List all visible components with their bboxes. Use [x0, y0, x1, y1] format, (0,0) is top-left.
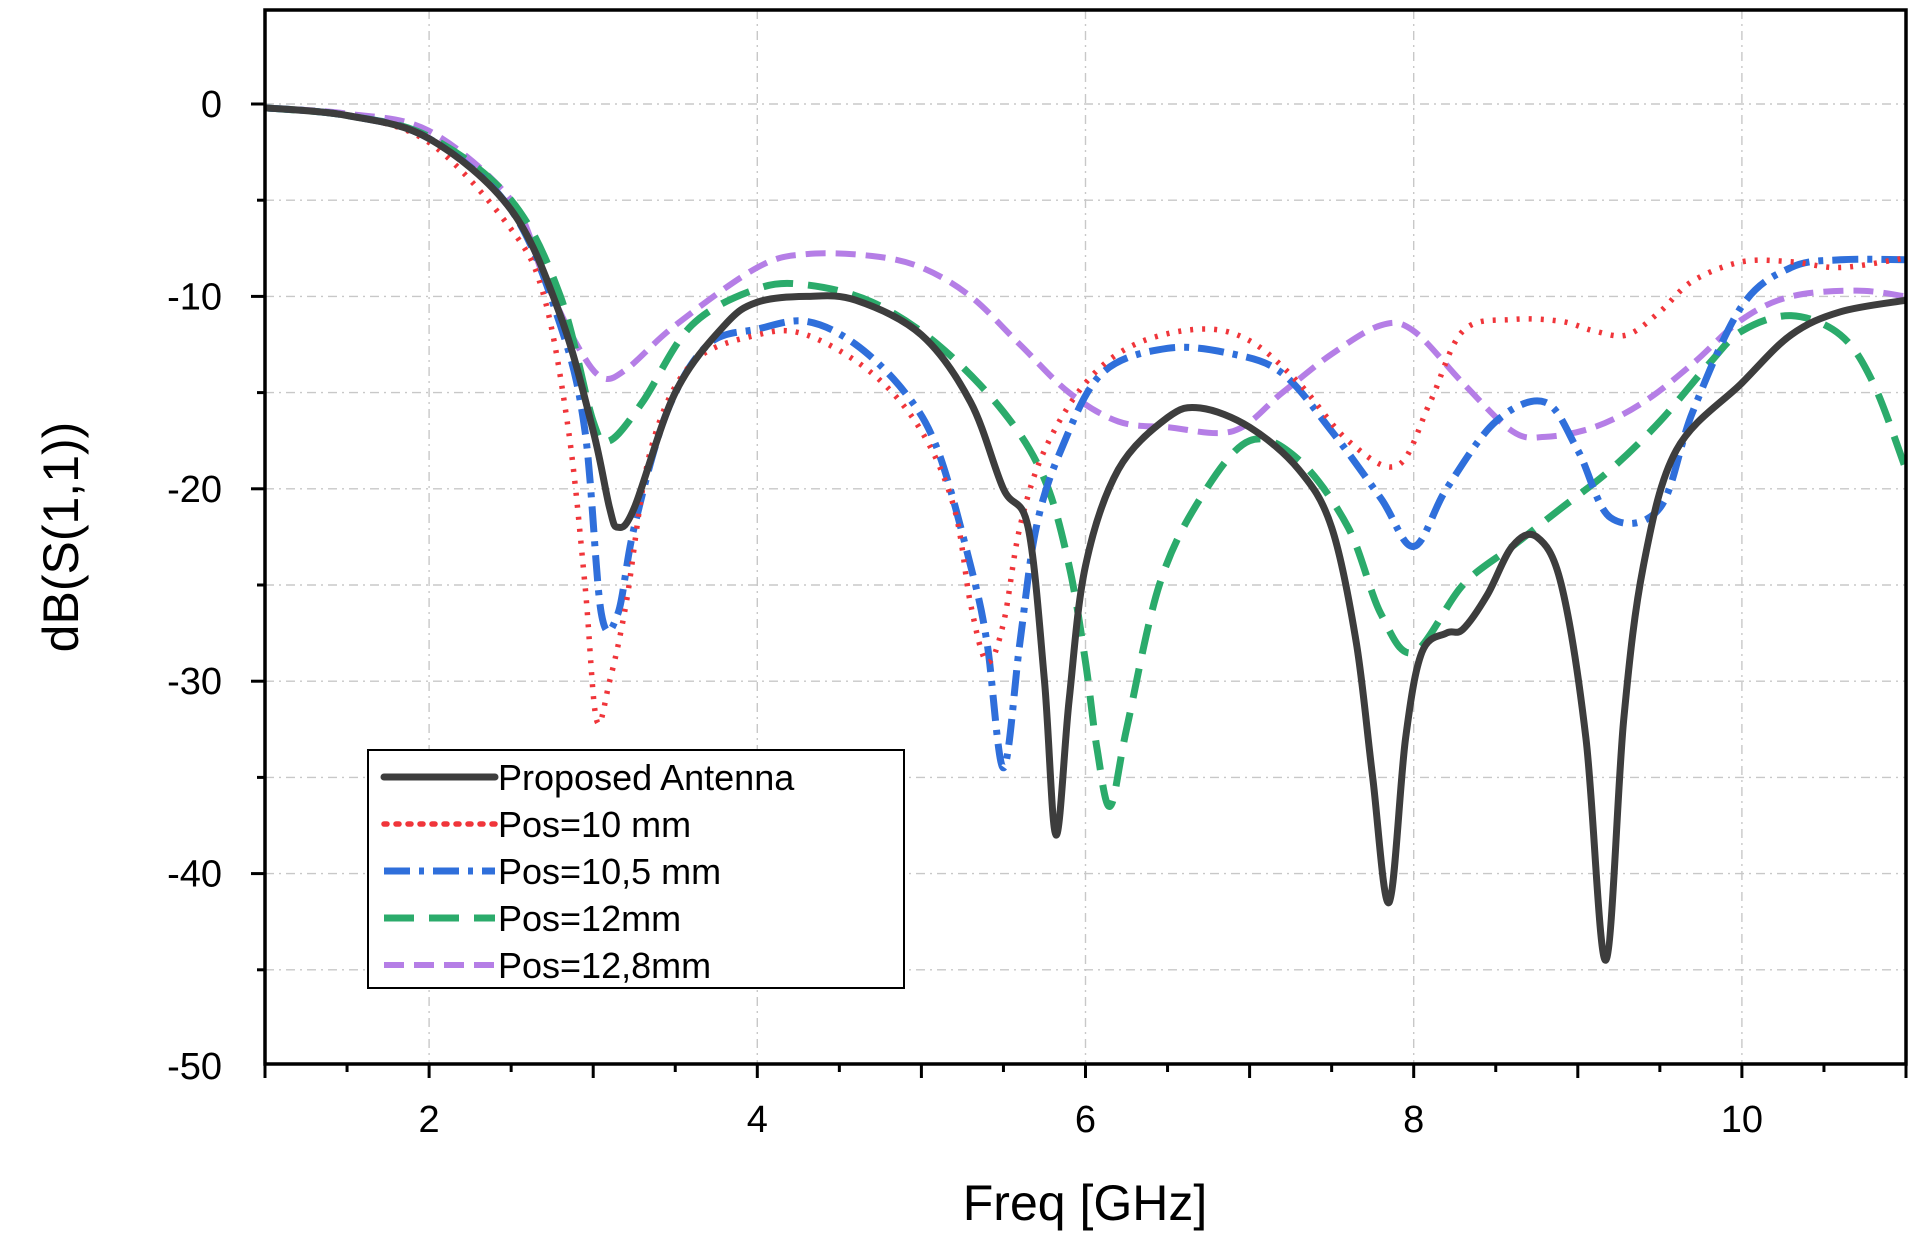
series-line-pos-12mm — [264, 104, 1910, 810]
y-tick-labels: 0 -10 -20 -30 -40 -50 — [167, 84, 222, 1088]
series-line-pos-10-5-mm — [264, 104, 1907, 772]
y-tick-label: 0 — [201, 84, 222, 126]
y-tick-label: -20 — [167, 469, 222, 511]
legend-label-pos-10-mm: Pos=10 mm — [498, 804, 691, 845]
x-tick-label: 8 — [1403, 1099, 1424, 1141]
series-line-proposed-antenna — [264, 104, 1907, 964]
legend-label-pos-12-8mm: Pos=12,8mm — [498, 945, 711, 986]
data-series — [264, 104, 1910, 964]
x-tick-label: 10 — [1721, 1099, 1763, 1141]
x-tick-label: 6 — [1075, 1099, 1096, 1141]
y-tick-label: -10 — [167, 276, 222, 318]
x-tick-label: 4 — [747, 1099, 768, 1141]
y-axis-title: dB(S(1,1)) — [33, 422, 89, 653]
series-line-pos-10-mm — [264, 105, 1907, 727]
legend: Proposed Antenna Pos=10 mm Pos=10,5 mm Pos=… — [367, 749, 905, 989]
axis-ticks — [251, 102, 1908, 1078]
legend-label-pos-12mm: Pos=12mm — [498, 898, 681, 939]
y-tick-label: -50 — [167, 1046, 222, 1088]
x-tick-labels: 2 4 6 8 10 — [419, 1099, 1764, 1141]
legend-label-pos-10-5-mm: Pos=10,5 mm — [498, 851, 721, 892]
y-tick-label: -30 — [167, 661, 222, 703]
legend-label-proposed-antenna: Proposed Antenna — [498, 757, 795, 798]
legend-items: Proposed Antenna Pos=10 mm Pos=10,5 mm Pos=… — [380, 757, 795, 986]
x-axis-title: Freq [GHz] — [963, 1175, 1207, 1231]
x-tick-label: 2 — [419, 1099, 440, 1141]
y-tick-label: -40 — [167, 854, 222, 896]
